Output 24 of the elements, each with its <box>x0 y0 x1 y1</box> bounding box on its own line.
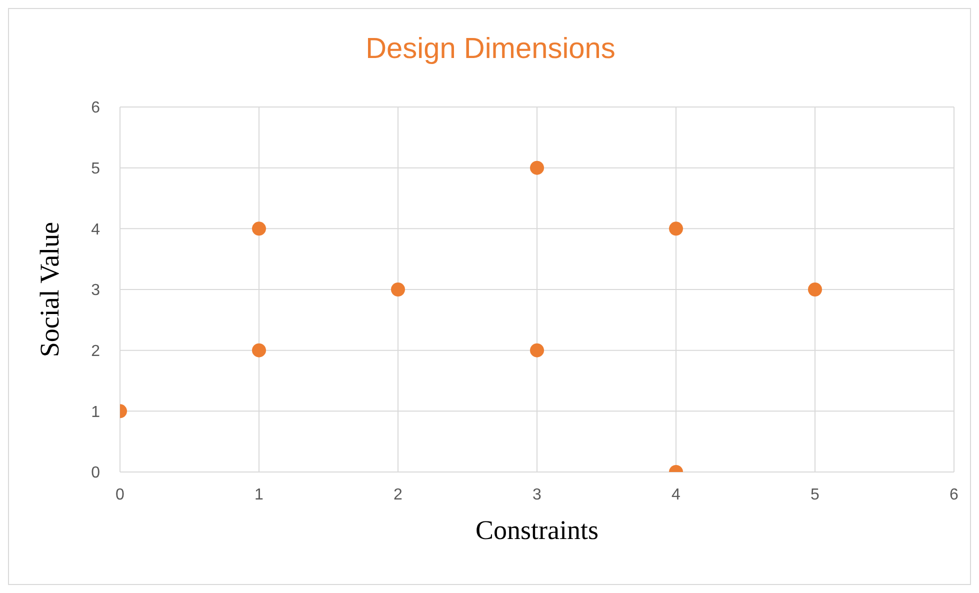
point <box>252 222 266 236</box>
point <box>669 222 683 236</box>
y-tick-label: 5 <box>91 160 100 178</box>
x-tick-label: 5 <box>810 486 820 504</box>
x-tick-label: 3 <box>532 486 542 504</box>
y-tick-label: 2 <box>91 343 100 360</box>
y-tick-label: 3 <box>91 282 100 300</box>
y-axis-title: Social Value <box>34 222 65 358</box>
point <box>530 343 544 358</box>
y-tick-label: 0 <box>91 464 100 482</box>
point <box>391 282 405 296</box>
y-tick-label: 6 <box>91 100 100 117</box>
x-tick-label: 1 <box>254 486 264 504</box>
x-axis-title: Constraints <box>475 515 599 546</box>
x-tick-label: 4 <box>672 486 681 504</box>
point <box>252 343 266 358</box>
point <box>530 160 544 175</box>
y-tick-label: 4 <box>91 221 100 238</box>
x-tick-label: 2 <box>394 486 403 504</box>
x-tick-label: 6 <box>950 486 959 504</box>
x-tick-label: 0 <box>116 486 125 504</box>
point <box>808 282 822 296</box>
chart-title: Design Dimensions <box>364 33 616 66</box>
y-tick-label: 1 <box>91 404 100 421</box>
